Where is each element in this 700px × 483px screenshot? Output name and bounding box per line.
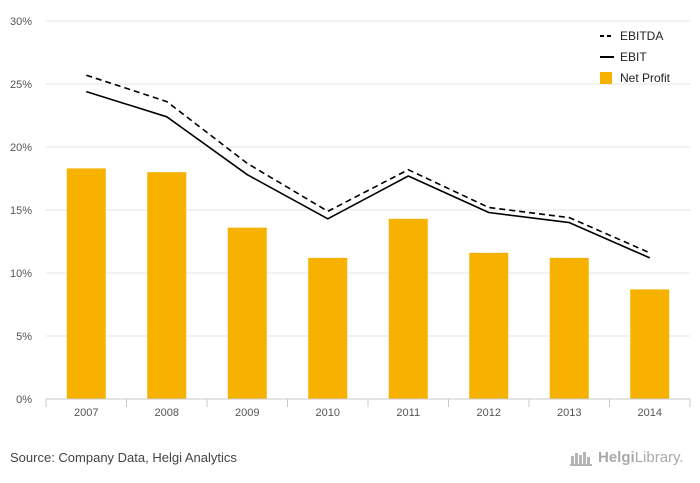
y-axis: 0% 5% 10% 15% 20% 25% 30% [10, 16, 32, 406]
y-tick-label: 15% [10, 205, 32, 217]
net-profit-bars [66, 168, 670, 399]
bar-net-profit-2008 [147, 172, 187, 399]
legend-label-ebit: EBIT [620, 50, 647, 64]
x-tick-label: 2014 [638, 407, 662, 419]
combo-chart: 0% 5% 10% 15% 20% 25% 30% 2007 2008 2009 2010 2011… [10, 16, 691, 419]
legend-label-net-profit: Net Profit [620, 71, 671, 85]
x-tick-label: 2007 [74, 407, 98, 419]
x-axis: 2007 2008 2009 2010 2011 2012 2013 2014 [45, 398, 691, 419]
bar-net-profit-2014 [630, 289, 670, 399]
y-tick-label: 10% [10, 268, 32, 280]
y-tick-label: 30% [10, 16, 32, 28]
x-tick-label: 2009 [235, 407, 259, 419]
line-ebit [86, 90, 651, 259]
gridlines [46, 20, 690, 337]
legend-label-ebitda: EBITDA [620, 29, 663, 43]
y-tick-label: 25% [10, 79, 32, 91]
series-lines [86, 74, 651, 259]
bar-net-profit-2011 [388, 218, 428, 399]
library-icon [570, 451, 592, 466]
x-tick-label: 2012 [477, 407, 501, 419]
bar-net-profit-2009 [227, 227, 267, 399]
legend: EBITDA EBIT Net Profit [600, 29, 671, 85]
bar-net-profit-2010 [308, 257, 348, 399]
line-ebitda [86, 74, 651, 254]
y-tick-label: 0% [16, 394, 32, 406]
bar-net-profit-2012 [469, 252, 509, 399]
helgi-library-logo: Helgi Library. [570, 449, 684, 466]
x-tick-label: 2010 [316, 407, 340, 419]
bar-net-profit-2007 [66, 168, 106, 399]
y-tick-label: 5% [16, 331, 32, 343]
y-tick-label: 20% [10, 142, 32, 154]
logo-text-library: Library. [634, 449, 684, 466]
x-tick-label: 2011 [396, 407, 420, 419]
x-tick-label: 2013 [557, 407, 581, 419]
legend-swatch-net-profit [600, 72, 612, 84]
source-note: Source: Company Data, Helgi Analytics [10, 450, 237, 465]
logo-text-helgi: Helgi [598, 449, 635, 466]
x-tick-label: 2008 [155, 407, 179, 419]
bar-net-profit-2013 [549, 257, 589, 399]
